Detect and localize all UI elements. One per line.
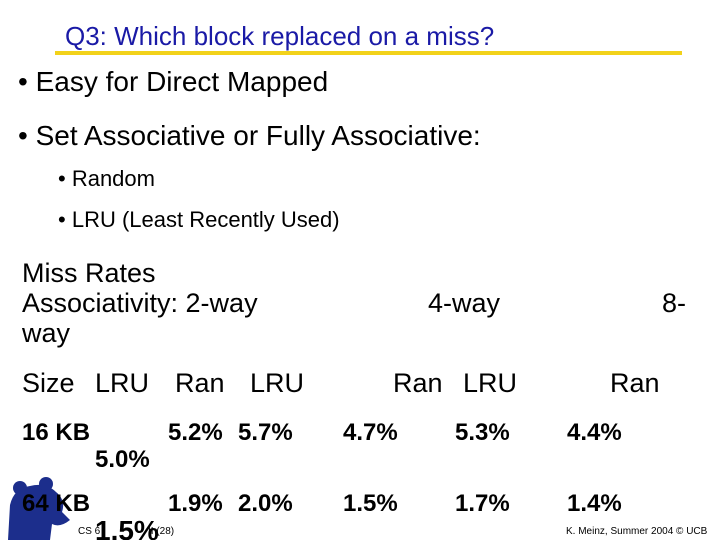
cell: 4.7% [343, 419, 398, 446]
column-header: LRU [463, 368, 518, 398]
heading: Miss Rates [22, 258, 156, 288]
bullet: • Set Associative or Fully Associative: [18, 120, 481, 151]
sub-bullet: • LRU (Least Recently Used) [58, 207, 340, 232]
column-header: Ran [393, 368, 443, 398]
column-header: LRU [250, 368, 305, 398]
row-label: 64 KB [22, 490, 91, 517]
assoc-label: 8- [662, 288, 687, 318]
column-header: Size [22, 368, 75, 398]
cell: 5.2% [168, 419, 223, 446]
cell: 5.7% [238, 419, 293, 446]
cell: 5.3% [455, 419, 510, 446]
bullet: • Easy for Direct Mapped [18, 66, 329, 97]
column-header: Ran [610, 368, 660, 398]
cell: 1.5% [343, 490, 398, 517]
row-label: 16 KB [22, 419, 91, 446]
sub-bullet-text: LRU (Least Recently Used) [71, 207, 340, 232]
bullet-text: Set Associative or Fully Associative: [35, 120, 481, 151]
sub-bullet: • Random [58, 166, 155, 191]
assoc-wrap: way [22, 318, 71, 348]
footer-right: K. Meinz, Summer 2004 © UCB [566, 526, 708, 537]
cell: 1.5% [95, 515, 159, 540]
footer-left: II (28) [148, 526, 175, 537]
assoc-label: 4-way [428, 288, 501, 318]
sub-bullet-text: Random [71, 166, 155, 191]
assoc-label: Associativity: 2-way [22, 288, 258, 318]
cell: 4.4% [567, 419, 622, 446]
footer-left: CS 6 [78, 526, 101, 537]
cell: 1.4% [567, 490, 622, 517]
column-header: LRU [95, 368, 150, 398]
column-header: Ran [175, 368, 225, 398]
cell: 1.7% [455, 490, 510, 517]
logo [8, 477, 70, 540]
bullet-text: Easy for Direct Mapped [35, 66, 329, 97]
cell: 1.9% [168, 490, 223, 517]
cell: 5.0% [95, 446, 150, 473]
slide-title: Q3: Which block replaced on a miss? [65, 21, 495, 51]
cell: 2.0% [238, 490, 293, 517]
